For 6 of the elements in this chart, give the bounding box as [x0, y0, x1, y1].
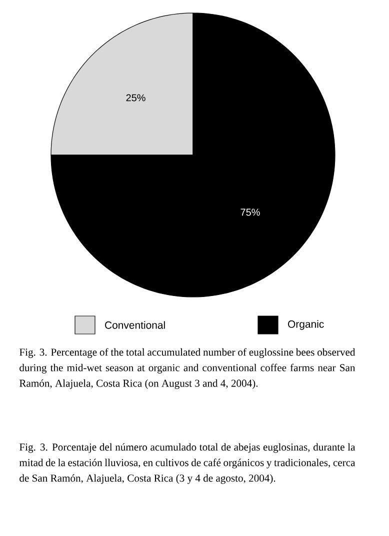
caption: Fig. 3. Porcentaje del número acumulado total de abejas euglosinas, durante la mitad de la estación lluviosa, en cultivos de café orgánicos y tradicionales, cerca de San Ramón, Alajuela, Costa Rica (3 y 4 de agosto, 2004).: [19, 443, 356, 484]
data-label: 75%: [240, 208, 260, 216]
legend-label: Organic: [288, 320, 324, 330]
caption: Fig. 3. Percentage of the total accumulated number of euglossine bees observed during the mid-wet season at organic and conventional coffee farms near San Ramón, Alajuela, Costa Rica (on August 3 and 4, 2004).: [19, 348, 356, 389]
data-label: 25%: [126, 94, 146, 102]
legend-label: Conventional: [105, 321, 165, 329]
